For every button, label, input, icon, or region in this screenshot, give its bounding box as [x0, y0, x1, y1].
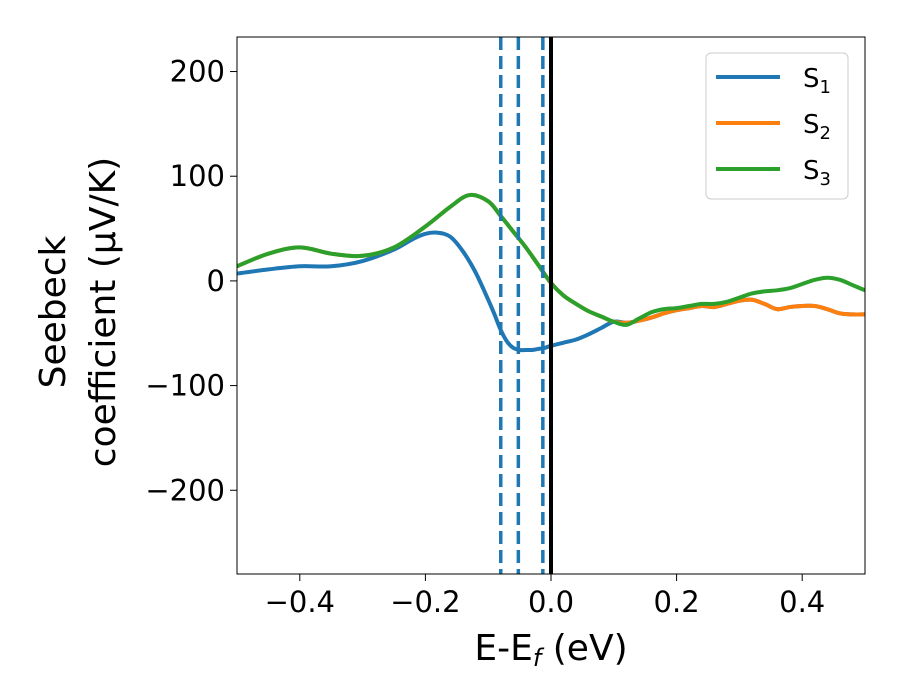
x-axis-ticks: −0.4 −0.2 0.0 0.2 0.4 [265, 574, 825, 619]
x-tick-label: 0.0 [528, 585, 574, 619]
y-tick-label: −100 [145, 369, 225, 403]
y-tick-label: 100 [170, 159, 225, 193]
y-tick-label: −200 [145, 473, 225, 507]
legend-label-s3: S3 [803, 156, 831, 190]
x-tick-label: −0.4 [265, 585, 335, 619]
legend-label-s2: S2 [803, 110, 831, 144]
x-tick-label: −0.2 [390, 585, 460, 619]
series-layer [237, 192, 865, 353]
x-tick-label: 0.4 [779, 585, 825, 619]
legend-label-s1: S1 [803, 64, 831, 98]
y-axis-label-group: Seebeck coefficient (μV/K) [33, 157, 124, 467]
y-axis-label-line1: Seebeck [33, 235, 74, 388]
y-tick-label: 200 [170, 55, 225, 89]
legend: S1 S2 S3 [705, 52, 849, 200]
y-tick-label: 0 [207, 264, 225, 298]
legend-box [705, 52, 849, 200]
vertical-lines [499, 37, 553, 574]
y-axis-label-line2: coefficient (μV/K) [83, 157, 124, 467]
x-axis-label: E-Ef (eV) [474, 628, 627, 672]
x-tick-label: 0.2 [654, 585, 700, 619]
y-axis-ticks: 200 100 0 −100 −200 [145, 55, 237, 507]
series-line-s3 [237, 192, 865, 327]
